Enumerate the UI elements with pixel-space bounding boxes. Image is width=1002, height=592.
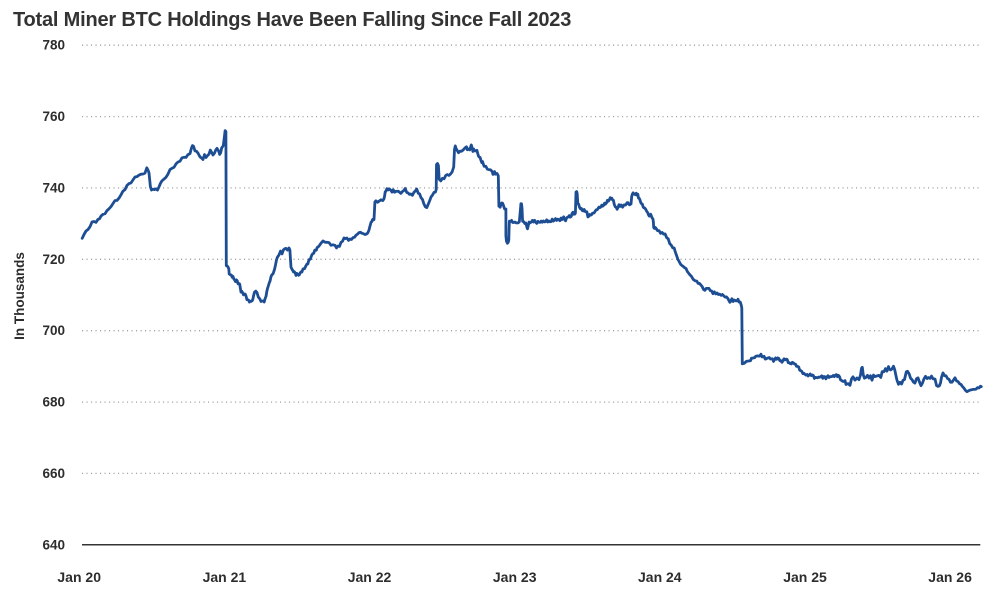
svg-text:780: 780: [42, 38, 65, 53]
svg-text:680: 680: [42, 395, 65, 410]
svg-text:640: 640: [42, 537, 65, 552]
svg-text:Jan 21: Jan 21: [203, 569, 247, 585]
svg-text:700: 700: [42, 323, 65, 338]
svg-text:740: 740: [42, 180, 65, 195]
svg-text:Jan 26: Jan 26: [928, 569, 972, 585]
svg-text:Jan 24: Jan 24: [638, 569, 682, 585]
svg-text:720: 720: [42, 252, 65, 267]
svg-text:Jan 20: Jan 20: [57, 569, 101, 585]
svg-text:Jan 22: Jan 22: [348, 569, 392, 585]
svg-text:Jan 25: Jan 25: [783, 569, 827, 585]
svg-text:660: 660: [42, 466, 65, 481]
svg-text:In Thousands: In Thousands: [12, 252, 27, 340]
svg-text:760: 760: [42, 109, 65, 124]
svg-text:Jan 23: Jan 23: [493, 569, 537, 585]
